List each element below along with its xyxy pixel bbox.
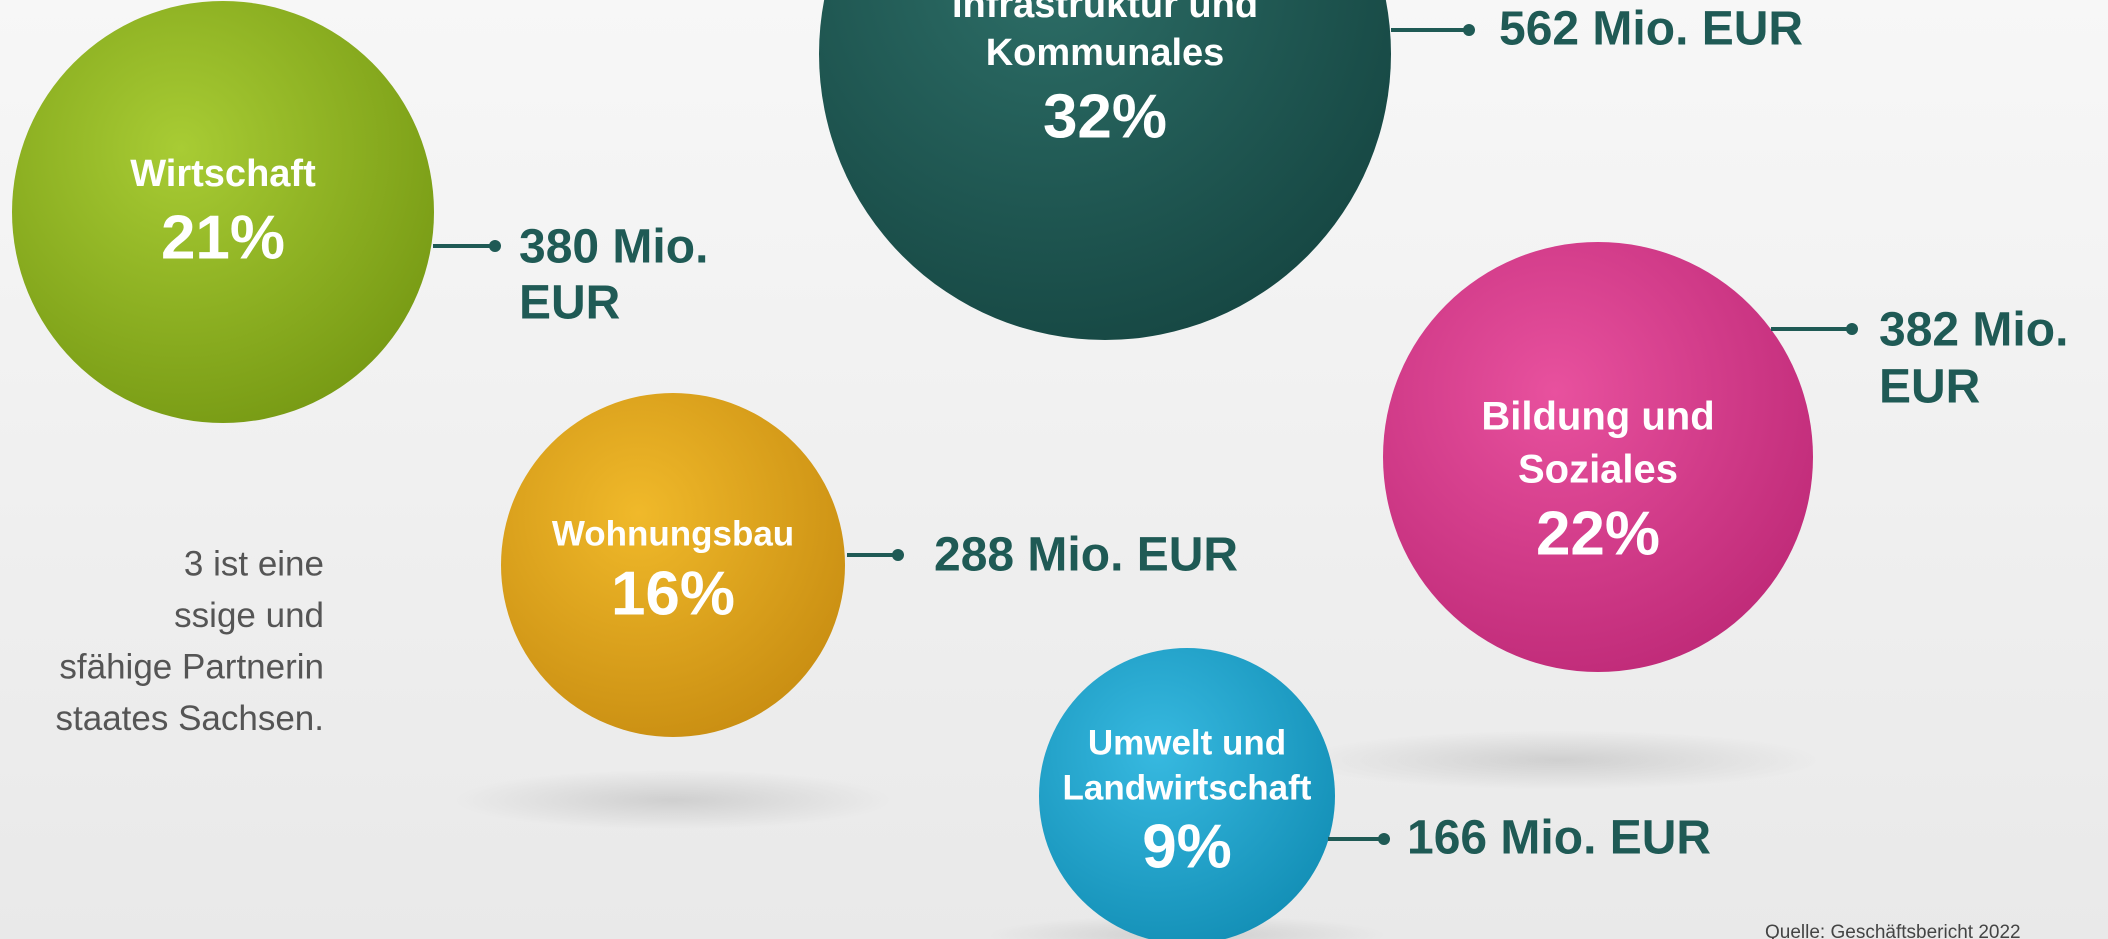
bubble-label: Wohnungsbau [552, 514, 794, 553]
bubble-label: Bildung und [1481, 395, 1714, 439]
bubble-share: 16% [611, 559, 735, 628]
amount: 380 Mio. [519, 221, 708, 274]
shadow [1300, 730, 1820, 790]
amount: EUR [519, 277, 620, 330]
intro-text: ssige und [174, 596, 324, 635]
infographic: Wirtschaft21%380 Mio.EURInfrastruktur un… [0, 0, 2108, 939]
bubble-label: Wirtschaft [130, 153, 316, 195]
connector-dot [489, 240, 501, 252]
source: Quelle: Geschäftsbericht 2022 [1765, 922, 2021, 939]
bubble-label: Kommunales [986, 32, 1225, 74]
amount: 288 Mio. EUR [934, 529, 1238, 582]
connector-dot [1378, 833, 1390, 845]
amount: EUR [1879, 361, 1980, 414]
amount: 382 Mio. [1879, 304, 2068, 357]
amount: 166 Mio. EUR [1407, 812, 1711, 865]
bubble-label: Landwirtschaft [1063, 768, 1312, 807]
connector-dot [892, 549, 904, 561]
intro-text: sfähige Partnerin [59, 647, 324, 686]
connector-dot [1846, 323, 1858, 335]
bubble-share: 21% [161, 203, 285, 272]
bubble-share: 32% [1043, 82, 1167, 151]
shadow [453, 770, 893, 830]
bubble-label: Infrastruktur und [952, 0, 1258, 26]
intro-text: 3 ist eine [184, 544, 324, 583]
amount: 562 Mio. EUR [1499, 3, 1803, 56]
intro-text: staates Sachsen. [56, 699, 325, 738]
bubble-label: Soziales [1518, 448, 1678, 492]
connector-dot [1463, 24, 1475, 36]
page: Wirtschaft21%380 Mio.EURInfrastruktur un… [0, 0, 2108, 939]
bubble-share: 9% [1142, 812, 1232, 881]
bubble-share: 22% [1536, 499, 1660, 568]
bubble-label: Umwelt und [1088, 723, 1286, 762]
